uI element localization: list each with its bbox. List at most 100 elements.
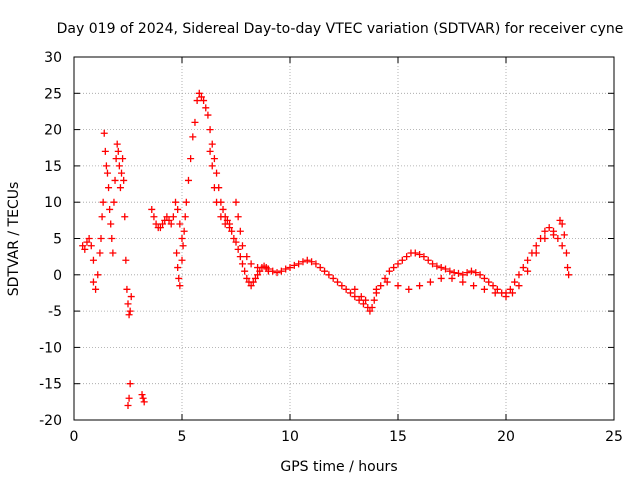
data-point	[92, 285, 100, 293]
data-point	[355, 296, 363, 304]
data-point	[286, 264, 294, 272]
data-point	[156, 224, 164, 232]
data-point	[459, 271, 467, 279]
data-point	[124, 401, 132, 409]
data-point	[238, 260, 246, 268]
data-point	[140, 398, 148, 406]
data-point	[491, 289, 499, 297]
data-point	[234, 245, 242, 253]
data-point	[282, 265, 290, 273]
data-point	[139, 394, 147, 402]
data-point	[206, 147, 214, 155]
data-point	[338, 282, 346, 290]
data-point	[189, 133, 197, 141]
data-point	[394, 282, 402, 290]
data-point	[94, 271, 102, 279]
y-tick-label: -10	[39, 340, 62, 356]
data-point	[97, 235, 105, 242]
data-point	[416, 250, 424, 258]
data-point	[178, 256, 186, 264]
data-point	[234, 213, 242, 221]
data-point	[110, 198, 118, 206]
data-point	[195, 89, 203, 97]
data-point	[463, 269, 471, 277]
data-point	[511, 278, 519, 286]
data-point	[169, 213, 177, 221]
data-point	[312, 260, 320, 268]
data-point	[502, 293, 510, 301]
data-point	[442, 265, 450, 273]
data-point	[150, 213, 158, 221]
data-point	[243, 274, 251, 282]
data-point	[106, 205, 114, 213]
data-point	[236, 227, 244, 235]
data-point	[249, 278, 257, 286]
data-point	[381, 274, 389, 282]
y-tick-label: 20	[44, 123, 62, 139]
data-point	[325, 271, 333, 279]
data-point	[426, 278, 434, 286]
data-point	[303, 256, 311, 264]
y-axis-label: SDTVAR / TECUs	[6, 182, 22, 297]
data-point	[172, 198, 180, 206]
data-point	[480, 285, 488, 293]
data-point	[223, 216, 231, 224]
data-point	[241, 267, 249, 275]
data-point	[251, 274, 259, 282]
data-point	[81, 245, 89, 253]
data-point	[125, 394, 133, 402]
data-point	[210, 155, 218, 163]
data-point	[182, 198, 190, 206]
data-point	[429, 260, 437, 268]
data-point	[454, 269, 462, 277]
data-point	[515, 282, 523, 290]
data-point	[416, 282, 424, 290]
data-point	[210, 184, 218, 192]
data-point	[232, 198, 240, 206]
data-point	[437, 264, 445, 272]
y-tick-label: -5	[48, 304, 62, 320]
data-point	[120, 176, 128, 184]
data-point	[89, 256, 97, 264]
data-point	[351, 293, 359, 301]
data-point	[519, 264, 527, 272]
data-point	[476, 271, 484, 279]
x-tick-label: 0	[70, 429, 79, 445]
data-point	[558, 242, 566, 250]
data-point	[167, 220, 175, 228]
data-point	[191, 118, 199, 126]
data-point	[181, 213, 189, 221]
data-point	[174, 205, 182, 213]
data-point	[178, 235, 186, 242]
data-point	[368, 303, 376, 311]
data-point	[176, 220, 184, 228]
grid-layer	[74, 57, 614, 420]
data-point	[383, 278, 391, 286]
data-point	[109, 249, 117, 257]
data-point	[126, 307, 134, 315]
data-point	[524, 267, 532, 275]
y-tick-label: 0	[53, 268, 62, 284]
data-point	[87, 242, 95, 250]
data-point	[108, 235, 116, 242]
data-point	[123, 285, 131, 293]
y-tick-label: 10	[44, 195, 62, 211]
data-point	[351, 285, 359, 293]
data-point	[411, 249, 419, 257]
data-point	[556, 216, 564, 224]
data-point	[532, 249, 540, 257]
y-tick-label: 15	[44, 159, 62, 175]
data-point	[506, 285, 514, 293]
data-point	[112, 155, 120, 163]
data-point	[113, 140, 121, 148]
data-point	[138, 391, 146, 399]
data-point	[290, 261, 298, 269]
data-point	[119, 155, 127, 163]
data-point	[159, 220, 167, 228]
data-point	[541, 227, 549, 235]
data-point	[448, 274, 456, 282]
data-point	[541, 235, 549, 242]
data-point	[264, 267, 272, 275]
data-point	[256, 267, 264, 275]
